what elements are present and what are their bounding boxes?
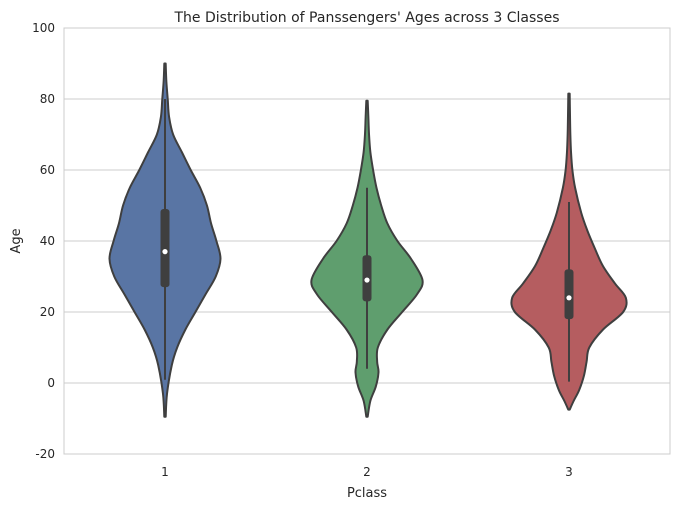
x-axis-label: Pclass [347, 486, 387, 501]
x-tick-label: 2 [363, 465, 371, 479]
y-tick-label: 100 [32, 21, 55, 35]
iqr-box-1 [160, 209, 170, 288]
y-axis-label: Age [9, 228, 24, 253]
median-marker-2 [364, 277, 370, 283]
x-tick-label: 3 [565, 465, 573, 479]
violins [108, 62, 628, 418]
y-tick-label: 40 [40, 234, 55, 248]
y-tick-label: 80 [40, 92, 55, 106]
y-tick-label: 60 [40, 163, 55, 177]
y-tick-label: -20 [35, 447, 55, 461]
y-tick-label: 20 [40, 305, 55, 319]
median-marker-1 [162, 249, 168, 255]
x-tick-label: 1 [161, 465, 169, 479]
median-marker-3 [566, 295, 572, 301]
chart-title: The Distribution of Panssengers' Ages ac… [174, 10, 560, 26]
y-tick-label: 0 [47, 376, 55, 390]
x-tick-labels: 1 2 3 [161, 465, 573, 479]
y-tick-labels: -20 0 20 40 60 80 100 [32, 21, 55, 461]
iqr-box-3 [564, 269, 574, 320]
